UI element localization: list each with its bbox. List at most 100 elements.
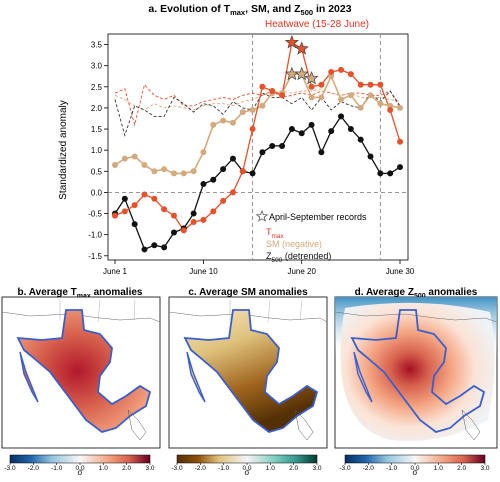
- y-tick-label: -1.0: [88, 231, 102, 240]
- legend-sm-label: SM (negative): [266, 239, 322, 249]
- panel-d: d. Average Z500 anomalies -3.0 -2.0 -1.0 0.…: [334, 287, 498, 477]
- y-tick-label: 1.0: [91, 146, 103, 155]
- x-tick-label: June 20: [287, 267, 316, 276]
- point-z500: [288, 126, 295, 133]
- point-tmax: [249, 126, 256, 133]
- point-tmax: [308, 83, 315, 90]
- record-star: [304, 70, 319, 85]
- point-tmax: [220, 197, 227, 204]
- y-tick-label: -0.5: [88, 210, 102, 219]
- point-tmax: [180, 227, 187, 234]
- map-d: [335, 297, 497, 442]
- y-axis-label: Standardized anomaly: [58, 100, 69, 200]
- legend-z500-label: Z500 (detrended): [266, 251, 331, 264]
- point-z500: [377, 170, 384, 177]
- y-tick-label: 2.0: [91, 104, 103, 113]
- point-z500: [318, 149, 325, 156]
- colorbar-tick-label: 1.0: [266, 465, 275, 472]
- point-tmax: [318, 81, 325, 88]
- point-tmax: [200, 216, 207, 223]
- point-sm: [377, 100, 384, 107]
- y-tick-label: 3.5: [91, 41, 103, 50]
- point-sm: [338, 96, 345, 103]
- point-tmax: [210, 208, 217, 215]
- x-tick-label: June 30: [386, 267, 415, 276]
- y-tick-label: 0.0: [91, 188, 103, 197]
- point-z500: [131, 221, 138, 228]
- point-z500: [298, 130, 305, 137]
- colorbar-tick-label: -1.0: [386, 465, 398, 472]
- point-tmax: [279, 92, 286, 99]
- point-z500: [397, 164, 403, 171]
- point-z500: [347, 126, 354, 133]
- panel-a-title: a. Evolution of Tmax, SM, and Z500 in 20…: [148, 3, 351, 17]
- point-sm: [121, 155, 128, 162]
- point-tmax: [190, 218, 197, 225]
- record-star: [294, 41, 309, 55]
- point-z500: [141, 246, 148, 253]
- point-tmax: [229, 189, 236, 196]
- colorbar-tick-label: -3.0: [4, 465, 16, 472]
- point-sm: [170, 170, 177, 177]
- heatwave-label: Heatwave (15-28 June): [265, 19, 369, 30]
- point-sm: [367, 92, 374, 99]
- point-tmax: [367, 81, 374, 88]
- point-sm: [229, 119, 236, 126]
- point-tmax: [121, 208, 128, 215]
- point-tmax: [170, 212, 177, 219]
- legend-tmax-label: Tmax: [266, 227, 285, 240]
- colorbar-tick-label: 2.0: [122, 465, 131, 472]
- point-sm: [328, 73, 335, 80]
- point-z500: [190, 210, 197, 217]
- point-tmax: [347, 71, 354, 78]
- point-z500: [121, 195, 128, 202]
- colorbar-tick-label: -3.0: [171, 465, 183, 472]
- y-tick-label: 2.5: [91, 83, 103, 92]
- panel-a: a. Evolution of Tmax, SM, and Z500 in 20…: [58, 3, 415, 276]
- map-c: [169, 299, 327, 441]
- panel-c: c. Average SM anomalies -3.0 -2.0 -1.0 0.0 1…: [168, 287, 328, 477]
- point-z500: [328, 128, 335, 135]
- colorbar-tick-label: 1.0: [99, 465, 108, 472]
- point-sm: [259, 102, 266, 109]
- point-z500: [367, 153, 374, 160]
- point-sm: [249, 107, 256, 114]
- plot-area-frame: [107, 33, 409, 261]
- point-z500: [338, 113, 345, 120]
- point-sm: [200, 149, 207, 156]
- map-b: [2, 299, 160, 441]
- colorbar-tick-label: -1.0: [218, 465, 230, 472]
- point-sm: [112, 161, 118, 168]
- point-z500: [269, 142, 276, 149]
- point-sm: [141, 161, 148, 168]
- point-tmax: [112, 212, 118, 219]
- y-tick-label: 1.5: [91, 125, 103, 134]
- colorbar-tick-label: 1.0: [434, 465, 443, 472]
- point-sm: [190, 168, 197, 175]
- colorbar-tick-label: 2.0: [457, 465, 466, 472]
- panel-b: b. Average Tmax anomalies -3.0 -2.0 -1.0 0.…: [1, 287, 161, 477]
- colorbar-tick-label: 0.0: [410, 465, 419, 472]
- point-tmax: [269, 88, 276, 95]
- point-z500: [200, 180, 207, 187]
- colorbar-d: [344, 454, 486, 464]
- legend-record-star: [255, 209, 269, 222]
- series-line-z500_rec: [114, 90, 401, 137]
- point-z500: [249, 170, 256, 177]
- point-z500: [357, 136, 364, 143]
- colorbar-tick-label: 2.0: [289, 465, 298, 472]
- point-sm: [239, 109, 246, 116]
- point-z500: [308, 121, 315, 128]
- colorbar-d-label: σ: [413, 468, 418, 477]
- point-z500: [220, 166, 227, 173]
- colorbar-tick-label: -3.0: [339, 465, 351, 472]
- y-tick-label: 3.0: [91, 62, 103, 71]
- point-tmax: [357, 81, 364, 88]
- point-tmax: [328, 69, 335, 76]
- series-line-z500: [114, 115, 401, 251]
- colorbar-tick-label: -2.0: [195, 465, 207, 472]
- x-tick-label: June 10: [189, 267, 218, 276]
- y-tick-label: 0.5: [91, 167, 103, 176]
